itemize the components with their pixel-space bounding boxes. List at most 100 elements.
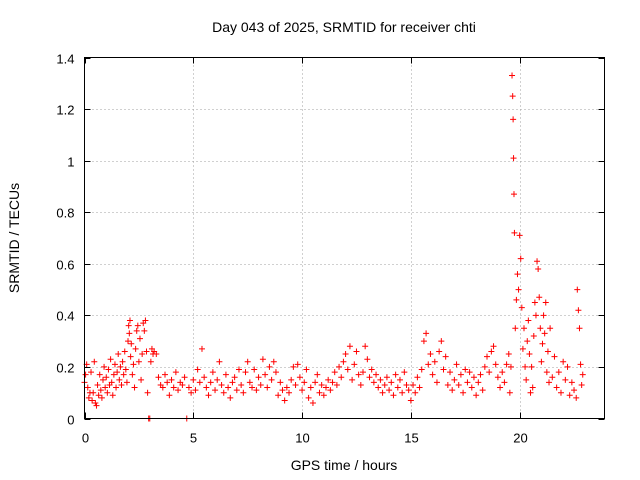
data-point bbox=[97, 387, 104, 394]
data-point bbox=[93, 402, 100, 409]
data-point bbox=[185, 384, 192, 391]
data-point bbox=[530, 332, 537, 339]
data-point bbox=[418, 366, 425, 373]
data-point bbox=[231, 374, 238, 381]
data-point bbox=[329, 379, 336, 386]
data-point bbox=[510, 116, 517, 123]
data-point bbox=[507, 363, 514, 370]
data-point bbox=[514, 271, 521, 278]
data-point bbox=[403, 381, 410, 388]
data-point bbox=[523, 376, 530, 383]
data-point bbox=[272, 369, 279, 376]
data-point bbox=[166, 392, 173, 399]
data-point bbox=[118, 381, 125, 388]
data-point bbox=[513, 296, 520, 303]
data-point bbox=[544, 348, 551, 355]
data-point bbox=[279, 387, 286, 394]
data-point bbox=[444, 381, 451, 388]
data-point bbox=[84, 384, 91, 391]
data-point bbox=[168, 376, 175, 383]
x-tick-label: 15 bbox=[404, 431, 418, 446]
data-point bbox=[509, 72, 516, 79]
data-point bbox=[307, 384, 314, 391]
data-point bbox=[283, 384, 290, 391]
data-point bbox=[170, 384, 177, 391]
data-point bbox=[535, 265, 542, 272]
x-tick-label: 0 bbox=[82, 431, 89, 446]
data-point bbox=[116, 376, 123, 383]
data-point bbox=[91, 358, 98, 365]
data-point bbox=[524, 338, 531, 345]
data-point bbox=[192, 387, 199, 394]
data-point bbox=[133, 327, 140, 334]
data-point bbox=[429, 371, 436, 378]
data-point bbox=[440, 366, 447, 373]
data-point bbox=[405, 387, 412, 394]
data-point bbox=[479, 387, 486, 394]
data-point bbox=[477, 371, 484, 378]
data-point bbox=[92, 400, 99, 407]
data-point bbox=[562, 376, 569, 383]
data-point bbox=[392, 371, 399, 378]
y-tick-label: 0.4 bbox=[56, 309, 74, 324]
data-point bbox=[564, 363, 571, 370]
data-point bbox=[546, 379, 553, 386]
data-point bbox=[423, 330, 430, 337]
data-point bbox=[108, 379, 115, 386]
data-point bbox=[501, 379, 508, 386]
data-point bbox=[370, 379, 377, 386]
data-point bbox=[531, 299, 538, 306]
x-tick-label: 5 bbox=[190, 431, 197, 446]
y-axis-label: SRMTID / TECUs bbox=[6, 183, 22, 293]
data-point bbox=[529, 384, 536, 391]
data-point bbox=[518, 304, 525, 311]
data-point bbox=[484, 353, 491, 360]
y-tick-label: 0.6 bbox=[56, 258, 74, 273]
data-point bbox=[277, 379, 284, 386]
data-point bbox=[333, 381, 340, 388]
data-point bbox=[442, 353, 449, 360]
data-point bbox=[494, 374, 501, 381]
data-point bbox=[132, 345, 139, 352]
data-point bbox=[294, 361, 301, 368]
data-point bbox=[109, 392, 116, 399]
data-point bbox=[340, 358, 347, 365]
data-point bbox=[509, 93, 516, 100]
data-point bbox=[528, 363, 535, 370]
y-tick-label: 1.4 bbox=[56, 52, 74, 67]
data-point bbox=[364, 356, 371, 363]
data-point bbox=[576, 325, 583, 332]
data-point bbox=[159, 384, 166, 391]
data-point bbox=[323, 384, 330, 391]
data-point bbox=[127, 353, 134, 360]
data-point bbox=[103, 374, 110, 381]
data-point bbox=[549, 374, 556, 381]
data-point bbox=[373, 371, 380, 378]
data-point bbox=[532, 312, 539, 319]
data-point bbox=[396, 376, 403, 383]
data-point bbox=[366, 374, 373, 381]
y-tick-label: 1.2 bbox=[56, 103, 74, 118]
data-point bbox=[233, 387, 240, 394]
data-point bbox=[188, 389, 195, 396]
data-point bbox=[216, 358, 223, 365]
data-point bbox=[427, 351, 434, 358]
data-point bbox=[349, 376, 356, 383]
data-point bbox=[353, 348, 360, 355]
data-point bbox=[175, 387, 182, 394]
data-point bbox=[355, 371, 362, 378]
data-point bbox=[117, 363, 124, 370]
data-point bbox=[573, 394, 580, 401]
data-point bbox=[492, 361, 499, 368]
data-point bbox=[566, 392, 573, 399]
data-point bbox=[542, 299, 549, 306]
data-point bbox=[227, 394, 234, 401]
data-point bbox=[107, 356, 114, 363]
data-point bbox=[123, 379, 130, 386]
data-point bbox=[379, 389, 386, 396]
data-point bbox=[101, 363, 108, 370]
data-point bbox=[134, 322, 141, 329]
data-point bbox=[172, 369, 179, 376]
data-point bbox=[357, 381, 364, 388]
data-point bbox=[312, 379, 319, 386]
